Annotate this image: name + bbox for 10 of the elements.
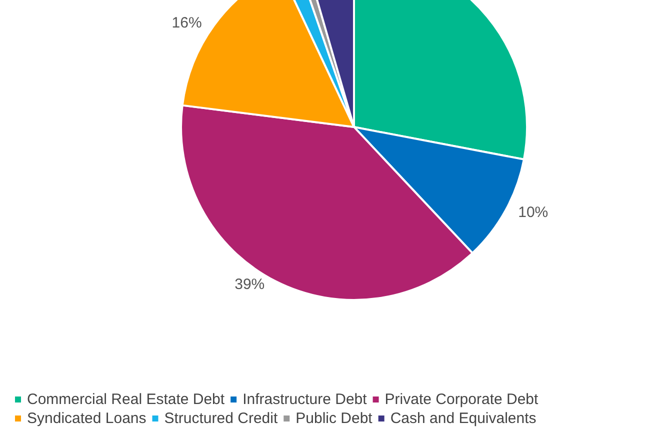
- legend-label: Private Corporate Debt: [384, 391, 540, 408]
- legend-label: Cash and Equivalents: [390, 410, 536, 427]
- data-label: 39%: [234, 276, 265, 294]
- legend-label: Commercial Real Estate Debt: [27, 391, 226, 408]
- legend-label: Structured Credit: [164, 410, 278, 427]
- legend-label: Infrastructure Debt: [242, 391, 368, 408]
- legend-label: Syndicated Loans: [27, 410, 146, 427]
- data-label: 16%: [172, 14, 202, 32]
- legend-label: Public Debt: [296, 410, 374, 427]
- data-label: 10%: [518, 204, 548, 221]
